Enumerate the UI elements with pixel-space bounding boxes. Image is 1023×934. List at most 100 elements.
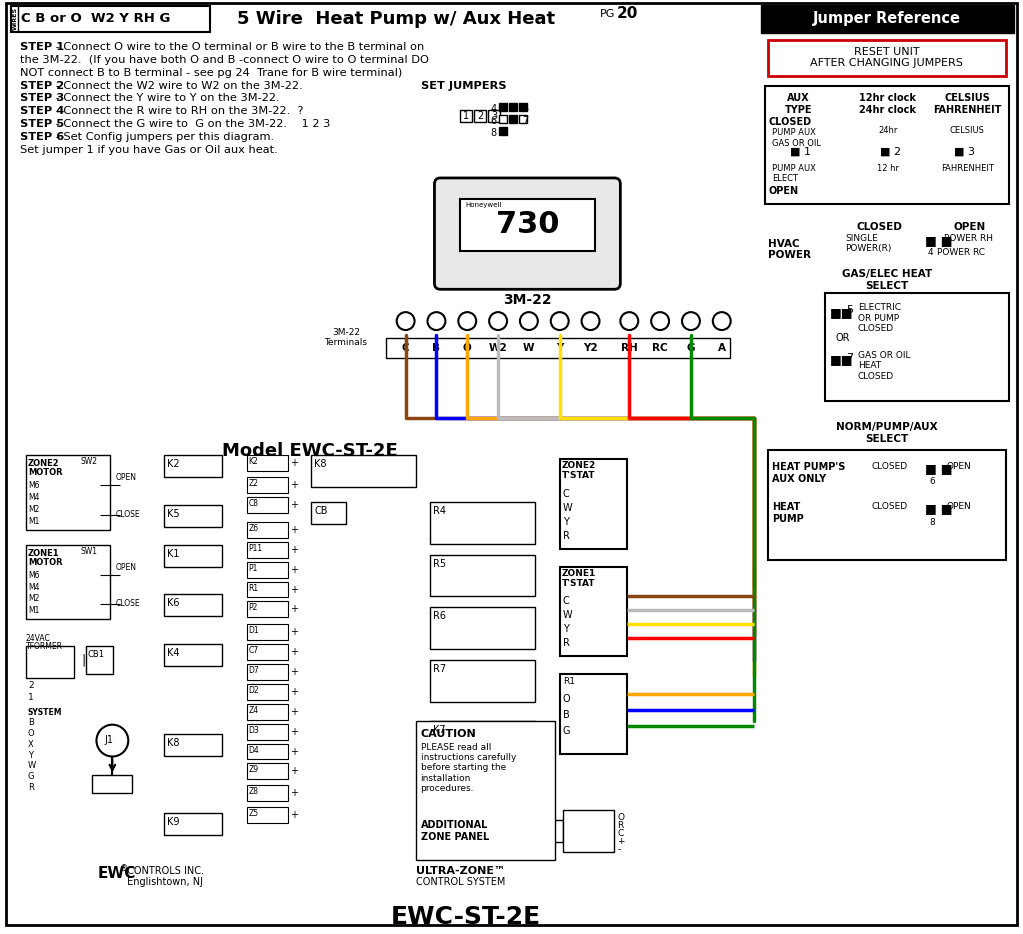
Text: W: W — [523, 343, 535, 353]
Bar — [247, 644, 288, 660]
Text: M2: M2 — [28, 505, 39, 514]
Text: CLOSED: CLOSED — [768, 118, 811, 127]
Text: -: - — [617, 845, 621, 854]
Text: 4: 4 — [490, 105, 496, 114]
Text: +: + — [291, 565, 299, 574]
Bar — [26, 455, 110, 530]
Text: R: R — [563, 638, 570, 648]
Text: 2: 2 — [477, 111, 483, 121]
Text: CLOSED: CLOSED — [872, 502, 908, 511]
Text: C: C — [563, 597, 570, 606]
Text: Honeywell: Honeywell — [465, 202, 501, 207]
Text: ZONE PANEL: ZONE PANEL — [420, 832, 489, 842]
Text: 6: 6 — [490, 117, 496, 126]
Text: +: + — [291, 746, 299, 757]
Bar — [164, 545, 222, 567]
Text: M1: M1 — [28, 606, 39, 616]
Text: A: A — [718, 343, 725, 353]
Bar — [509, 115, 517, 123]
Bar — [560, 567, 627, 656]
Text: 24hr: 24hr — [878, 126, 897, 135]
Text: Z6: Z6 — [249, 524, 259, 533]
Text: M6: M6 — [28, 571, 39, 580]
Text: 7: 7 — [522, 117, 528, 126]
Text: +: + — [291, 545, 299, 555]
Text: 3M-22: 3M-22 — [503, 293, 552, 307]
Bar — [247, 704, 288, 720]
Text: Y: Y — [28, 751, 33, 759]
Text: SINGLE
POWER(R): SINGLE POWER(R) — [845, 234, 891, 253]
Text: D7: D7 — [249, 666, 259, 675]
Bar — [499, 127, 507, 135]
Bar — [563, 810, 615, 852]
Bar — [247, 724, 288, 740]
Text: POWER RC: POWER RC — [937, 248, 985, 257]
Text: - Connect O wire to the O terminal or B wire to the B terminal on: - Connect O wire to the O terminal or B … — [51, 42, 424, 51]
Text: C: C — [617, 829, 624, 838]
Text: D2: D2 — [249, 686, 259, 695]
Bar — [560, 460, 627, 549]
Text: CELSIUS: CELSIUS — [949, 126, 985, 135]
Text: ■■: ■■ — [830, 306, 853, 319]
Text: +: + — [291, 647, 299, 658]
Bar — [760, 5, 1014, 33]
Text: ELECTRIC
OR PUMP
CLOSED: ELECTRIC OR PUMP CLOSED — [858, 304, 901, 333]
Text: +: + — [291, 500, 299, 510]
Bar — [164, 733, 222, 756]
Text: ZONE2: ZONE2 — [28, 460, 59, 468]
Text: +: + — [291, 525, 299, 535]
Text: PUMP AUX
ELECT: PUMP AUX ELECT — [772, 164, 816, 183]
Text: 2: 2 — [28, 681, 34, 690]
Bar — [499, 115, 507, 123]
Bar — [164, 814, 222, 835]
Text: 20: 20 — [617, 7, 637, 21]
Text: AUX ONLY: AUX ONLY — [772, 474, 827, 484]
Text: OPEN: OPEN — [768, 186, 799, 196]
Text: K1: K1 — [167, 549, 180, 559]
Text: G: G — [28, 772, 35, 782]
Text: +: + — [291, 459, 299, 468]
Text: R: R — [563, 531, 570, 541]
Text: +: + — [617, 837, 625, 846]
Bar — [247, 522, 288, 538]
Text: R1: R1 — [563, 677, 575, 686]
Text: RC: RC — [653, 343, 668, 353]
Text: - Set Config jumpers per this diagram.: - Set Config jumpers per this diagram. — [51, 133, 274, 142]
Bar — [247, 743, 288, 759]
Text: Jumper Reference: Jumper Reference — [812, 11, 961, 26]
Bar — [826, 293, 1009, 401]
Text: +: + — [291, 585, 299, 595]
Text: 3M-22
Terminals: 3M-22 Terminals — [324, 328, 367, 347]
Text: POWER RH: POWER RH — [944, 234, 993, 243]
Bar — [247, 455, 288, 471]
Text: M4: M4 — [28, 583, 39, 591]
Text: K6: K6 — [167, 599, 180, 608]
Text: W2: W2 — [489, 343, 507, 353]
Text: O: O — [462, 343, 472, 353]
Text: +: + — [291, 686, 299, 697]
Text: ®: ® — [121, 864, 129, 873]
Text: Z2: Z2 — [249, 479, 259, 488]
Text: R: R — [28, 784, 34, 792]
Bar — [86, 646, 114, 674]
Bar — [92, 775, 132, 793]
Bar — [247, 561, 288, 577]
Bar — [247, 785, 288, 801]
Bar — [431, 555, 535, 597]
Text: |: | — [82, 654, 86, 667]
Text: PG: PG — [599, 9, 615, 19]
Bar — [26, 646, 74, 678]
Bar — [519, 104, 527, 111]
Text: AUX
TYPE: AUX TYPE — [785, 93, 812, 115]
Text: 1: 1 — [28, 693, 34, 701]
Text: the 3M-22.  (If you have both O and B -connect O wire to O terminal DO: the 3M-22. (If you have both O and B -co… — [19, 55, 429, 64]
Text: 3: 3 — [491, 111, 497, 121]
Text: CONTROL SYSTEM: CONTROL SYSTEM — [415, 877, 505, 886]
Text: ■ 2: ■ 2 — [880, 148, 901, 157]
Text: 730: 730 — [496, 210, 560, 239]
Text: STEP 5: STEP 5 — [19, 120, 64, 129]
Text: Y: Y — [563, 517, 569, 527]
Text: NORM/PUMP/AUX
SELECT: NORM/PUMP/AUX SELECT — [836, 422, 938, 444]
Text: OR: OR — [835, 333, 849, 343]
Text: OPEN: OPEN — [953, 221, 985, 232]
